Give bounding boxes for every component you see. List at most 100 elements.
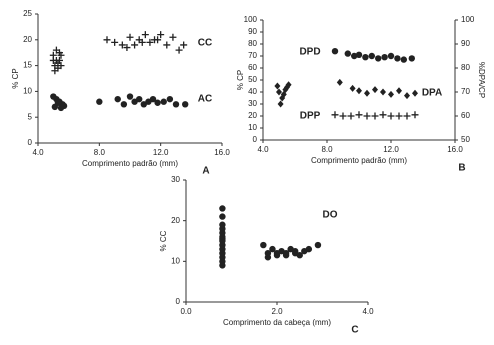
y-tick-label: 70	[248, 51, 257, 60]
point	[169, 33, 177, 41]
y-tick-label: 10	[171, 256, 180, 265]
series-label: DPD	[299, 47, 320, 58]
point	[111, 38, 119, 46]
point	[331, 111, 339, 119]
point	[380, 88, 386, 96]
y-tick-label: 20	[23, 35, 32, 44]
point	[412, 89, 418, 97]
point	[381, 54, 388, 61]
point	[276, 88, 282, 96]
x-tick-label: 16.0	[214, 148, 230, 157]
point	[146, 38, 154, 46]
y2-tick-label: 60	[461, 111, 470, 120]
point	[264, 254, 272, 261]
point	[154, 36, 162, 44]
point	[344, 50, 351, 57]
point	[355, 51, 363, 58]
point	[163, 41, 171, 49]
x-tick-label: 8.0	[321, 145, 333, 154]
point	[375, 55, 382, 62]
y-tick-label: 5	[28, 112, 33, 121]
y-tick-label: 90	[248, 27, 257, 36]
point	[292, 247, 299, 255]
point	[347, 112, 355, 120]
x-tick-label: 12.0	[153, 148, 169, 157]
point	[387, 112, 395, 120]
point	[274, 82, 281, 90]
x-tick-label: 8.0	[94, 148, 106, 157]
x-tick-label: 2.0	[271, 307, 283, 316]
point	[114, 95, 121, 103]
y-tick-label: 80	[248, 39, 257, 48]
point	[273, 250, 281, 257]
series-label: CC	[198, 38, 212, 49]
y-tick-label: 50	[248, 75, 257, 84]
point	[149, 95, 157, 103]
point	[314, 241, 322, 249]
y-tick-label: 60	[248, 63, 257, 72]
point	[126, 93, 134, 100]
point	[120, 101, 128, 108]
y-tick-label: 20	[171, 216, 180, 225]
point	[364, 89, 370, 97]
y-tick-label: 10	[23, 87, 32, 96]
series-label: AC	[198, 94, 212, 105]
point	[387, 52, 395, 60]
point	[103, 36, 111, 44]
point	[356, 87, 362, 95]
point	[400, 56, 407, 63]
point	[355, 111, 363, 119]
x-tick-label: 4.0	[32, 148, 44, 157]
point	[172, 101, 180, 108]
point	[371, 112, 379, 120]
point	[118, 41, 126, 49]
point	[219, 205, 226, 212]
panel-letter: C	[351, 325, 358, 336]
y2-axis-title: %DPA/CP	[477, 62, 486, 98]
point	[166, 95, 174, 103]
point	[96, 98, 103, 105]
point	[57, 51, 65, 59]
x-tick-label: 16.0	[447, 145, 463, 154]
point	[368, 52, 375, 60]
point	[331, 48, 339, 55]
y-tick-label: 20	[248, 111, 257, 120]
y-tick-label: 40	[248, 87, 257, 96]
point	[379, 111, 387, 119]
y-tick-label: 10	[248, 123, 257, 132]
point	[296, 252, 303, 259]
point	[394, 55, 401, 62]
y-tick-label: 0	[176, 297, 181, 306]
x-axis-title: Comprimento padrão (mm)	[311, 156, 407, 165]
point	[51, 67, 59, 75]
point	[349, 84, 356, 92]
x-tick-label: 12.0	[383, 145, 399, 154]
point	[175, 46, 183, 54]
point	[131, 41, 139, 49]
point	[157, 31, 165, 39]
point	[141, 31, 149, 39]
y-axis-title: % CP	[11, 68, 20, 88]
point	[136, 95, 143, 103]
y-tick-label: 0	[253, 135, 258, 144]
x-axis-title: Comprimento padrão (mm)	[82, 159, 178, 168]
point	[60, 102, 68, 110]
point	[362, 54, 369, 61]
y-tick-label: 0	[28, 138, 33, 147]
point	[305, 245, 313, 253]
y-tick-label: 25	[23, 9, 32, 18]
point	[269, 245, 276, 253]
panel-letter: A	[202, 166, 209, 177]
point	[180, 41, 188, 49]
series-label: DPA	[422, 88, 442, 99]
x-tick-label: 4.0	[257, 145, 269, 154]
point	[49, 56, 57, 64]
point	[277, 100, 284, 108]
series-label: DO	[323, 210, 338, 221]
point	[126, 33, 134, 41]
point	[403, 112, 411, 120]
point	[336, 78, 343, 86]
series-label: DPP	[300, 111, 321, 122]
point	[372, 86, 378, 94]
